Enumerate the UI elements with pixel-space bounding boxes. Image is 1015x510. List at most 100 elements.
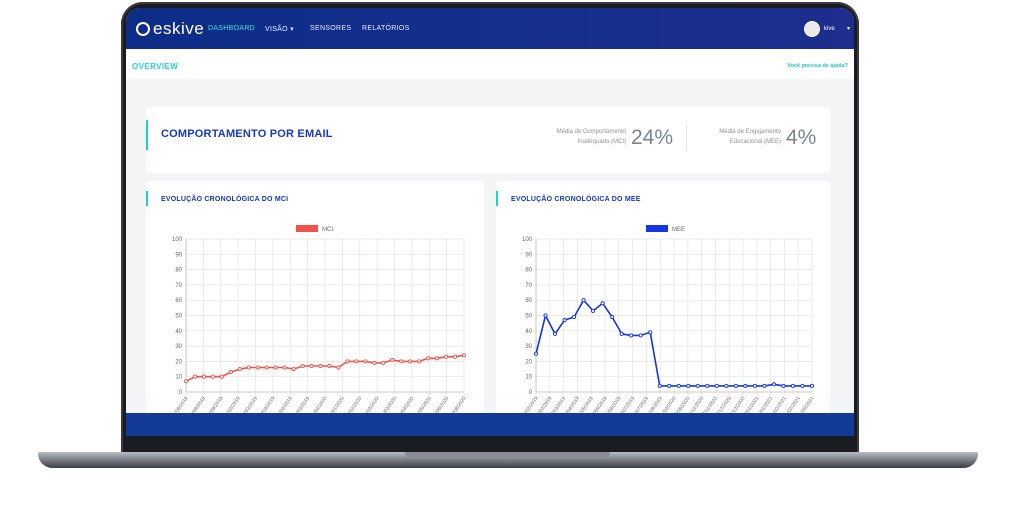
y-tick-label: 20 (525, 359, 532, 365)
y-tick-label: 30 (525, 344, 532, 350)
data-point (282, 365, 287, 370)
nav-item-dashboard[interactable]: DASHBOARD (208, 25, 256, 32)
mee-label-line-2: Educacional (MEE) (729, 139, 781, 145)
data-point (273, 365, 278, 370)
data-point (201, 374, 206, 379)
y-tick-label: 90 (175, 252, 182, 258)
screen-bottom-bar (126, 413, 854, 436)
data-point (657, 383, 662, 388)
data-point (300, 363, 305, 369)
y-tick-label: 0 (179, 390, 183, 396)
y-tick-label: 90 (525, 252, 532, 258)
data-point (581, 298, 586, 303)
subheader: OVERVIEW Você precisa de ajuda? (126, 49, 854, 79)
data-point (695, 383, 700, 388)
y-tick-label: 20 (175, 359, 182, 365)
nav-item-sensores[interactable]: SENSORES (310, 25, 352, 32)
data-point (291, 366, 296, 372)
legend-swatch (646, 225, 668, 232)
y-tick-label: 100 (522, 237, 533, 243)
data-point (399, 359, 404, 364)
x-tick-label: 25/08/2018 (170, 396, 189, 413)
x-tick-label: 15/01/2020 (327, 396, 346, 413)
y-tick-label: 70 (525, 283, 532, 289)
data-point (562, 318, 567, 323)
data-point (237, 366, 242, 372)
legend-label: MEE (672, 227, 685, 233)
data-point (638, 333, 643, 338)
mci-chart-card: EVOLUÇÃO CRONOLÓGICA DO MCI MCI 0 10 20 30 40… (146, 181, 484, 413)
x-tick-label: 10/02/2019 (520, 396, 539, 413)
data-point (461, 353, 467, 358)
y-tick-label: 40 (175, 329, 182, 335)
data-point (533, 351, 539, 356)
data-point (345, 359, 350, 364)
mee-metric-value: 4% (786, 126, 817, 149)
metric-divider (686, 125, 687, 151)
card-accent-bar (496, 191, 498, 206)
data-point (417, 359, 422, 364)
legend-swatch (296, 225, 318, 232)
x-tick-label: 30/03/2019 (240, 396, 259, 413)
data-point (752, 383, 757, 388)
data-point (327, 363, 332, 369)
mci-metric-label: Média de Comportamento Inadequado (MCI) (526, 127, 626, 147)
data-point (686, 383, 691, 388)
y-tick-label: 60 (175, 298, 182, 304)
data-point (619, 331, 624, 336)
x-tick-label: 11/08/2020 (449, 396, 468, 413)
data-point (363, 359, 368, 364)
mci-line-chart: MCI 0 10 20 30 40 50 60 70 80 90 100 25/08/201826/08… (170, 225, 468, 413)
mci-metric-value: 24% (631, 126, 674, 149)
data-point (705, 383, 710, 388)
x-tick-label: 26/08/2018 (188, 396, 207, 413)
nav-item-relatorios[interactable]: RELATÓRIOS (362, 25, 410, 32)
legend-label: MCI (322, 227, 333, 233)
user-name[interactable]: kive (824, 26, 835, 32)
data-point (219, 374, 224, 379)
data-point (372, 360, 377, 365)
help-link[interactable]: Você precisa de ajuda? (787, 63, 848, 69)
x-tick-label: 16/02/2020 (344, 396, 363, 413)
data-point (390, 357, 395, 362)
logo[interactable]: eskive (136, 19, 204, 39)
y-tick-label: 60 (525, 298, 532, 304)
nav-item-visao[interactable]: VISÃO ▾ (265, 26, 294, 33)
y-tick-label: 100 (172, 237, 183, 243)
data-point (572, 314, 577, 320)
data-point (543, 313, 548, 318)
y-tick-label: 0 (529, 390, 533, 396)
screen: eskive DASHBOARD VISÃO ▾ SENSORES RELATÓ… (126, 8, 854, 413)
data-point (600, 301, 605, 306)
data-point (452, 354, 458, 359)
data-point (408, 359, 413, 364)
x-tick-label: 15/04/2020 (396, 396, 415, 413)
x-tick-label: 21/03/2019 (257, 396, 276, 413)
logo-text: eskive (153, 19, 205, 38)
data-point (336, 365, 341, 370)
mee-label-line-1: Média de Engajamento (719, 129, 781, 135)
y-tick-label: 40 (525, 329, 532, 335)
y-tick-label: 10 (175, 375, 182, 381)
data-point (724, 383, 729, 388)
data-point (264, 365, 269, 370)
top-navbar: eskive DASHBOARD VISÃO ▾ SENSORES RELATÓ… (126, 8, 854, 49)
data-point (790, 383, 796, 388)
data-point (228, 370, 233, 375)
data-point (667, 383, 672, 388)
mci-label-line-1: Média de Comportamento (556, 129, 626, 135)
y-tick-label: 50 (175, 314, 182, 320)
mee-chart-card: EVOLUÇÃO CRONOLÓGICA DO MEE MEE 0 10 20 30 40… (496, 181, 830, 413)
card-accent-bar (146, 191, 148, 206)
mci-label-line-2: Inadequado (MCI) (577, 139, 626, 145)
mee-line-chart: MEE010203040506070809010010/02/201914/02… (520, 225, 816, 413)
x-tick-label: 01/06/2020 (431, 396, 450, 413)
user-menu-caret-icon[interactable]: ▾ (847, 26, 851, 32)
data-point (800, 383, 805, 388)
email-behavior-card: COMPORTAMENTO POR EMAIL Média de Comport… (146, 107, 830, 173)
data-point (610, 314, 615, 320)
x-tick-label: 21/05/2020 (414, 396, 433, 413)
avatar[interactable] (804, 21, 820, 37)
x-tick-label: 31/03/2019 (292, 396, 311, 413)
data-point (743, 383, 748, 388)
